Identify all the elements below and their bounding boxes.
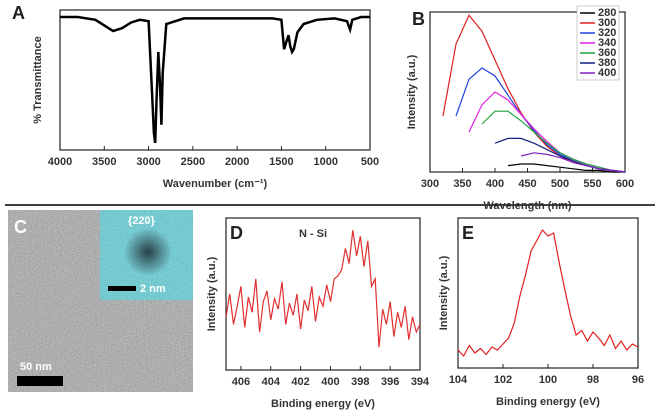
x-tick-label: 400 [321,376,339,388]
legend-label: 340 [598,37,616,49]
x-tick-label: 1000 [313,156,337,168]
series-line [520,152,626,173]
x-axis-label: Wavenumber (cm⁻¹) [163,178,268,190]
panel-letter: E [462,223,474,243]
series-line [457,228,639,358]
x-tick-label: 100 [539,374,557,386]
y-axis-label: Intensity (a.u.) [206,256,218,331]
series-line [468,91,626,173]
series-line [507,163,625,173]
x-tick-label: 300 [421,178,439,190]
y-axis-label: Intensity (a.u.) [406,54,418,129]
x-tick-label: 350 [453,178,471,190]
legend-label: 400 [598,67,616,79]
y-axis-label: % Transmittance [32,36,44,123]
plot-frame [59,9,371,151]
x-tick-label: 394 [411,376,430,388]
x-tick-label: 2500 [181,156,205,168]
x-tick-label: 3500 [92,156,116,168]
plot-frame [225,217,421,371]
x-tick-label: 500 [361,156,379,168]
x-tick-label: 2000 [225,156,249,168]
x-axis-label: Wavelength (nm) [483,200,572,212]
x-tick-label: 400 [486,178,504,190]
image-panel: C {220} 2 nm 50 nm [8,210,193,392]
x-tick-label: 3000 [136,156,160,168]
x-tick-label: 550 [583,178,601,190]
panel-letter: D [230,223,243,243]
scale-bar [17,376,63,386]
x-tick-label: 600 [616,178,634,190]
x-tick-label: 1500 [269,156,293,168]
plot-frame [457,217,639,369]
inset-scale-bar [108,286,136,291]
x-tick-label: 96 [632,374,644,386]
panel-letter: B [412,9,425,29]
x-tick-label: 4000 [48,156,72,168]
x-tick-label: 404 [262,376,281,388]
x-axis-label: Binding energy (eV) [271,398,375,410]
legend-label: 280 [598,7,616,19]
series-line [225,230,421,348]
inset-label: {220} [128,215,156,227]
x-tick-label: 500 [551,178,569,190]
x-tick-label: 104 [449,374,468,386]
x-tick-label: 450 [518,178,536,190]
series-line [60,15,370,144]
x-tick-label: 402 [291,376,309,388]
legend-label: 380 [598,57,616,69]
inset-scale-label: 2 nm [140,283,166,295]
legend-label: 360 [598,47,616,59]
chart-title: N - Si [299,228,327,240]
x-tick-label: 406 [232,376,250,388]
legend-label: 320 [598,27,616,39]
x-axis-label: Binding energy (eV) [496,396,600,408]
x-tick-label: 396 [381,376,399,388]
x-tick-label: 398 [351,376,369,388]
series-line [455,67,626,173]
legend-label: 300 [598,17,616,29]
y-axis-label: Intensity (a.u.) [438,255,450,330]
x-tick-label: 98 [587,374,599,386]
nanodot [124,228,172,276]
series-line [481,110,626,173]
scale-label: 50 nm [20,361,52,373]
x-tick-label: 102 [494,374,512,386]
panel-letter: A [12,3,25,23]
panel-letter: C [14,217,27,237]
